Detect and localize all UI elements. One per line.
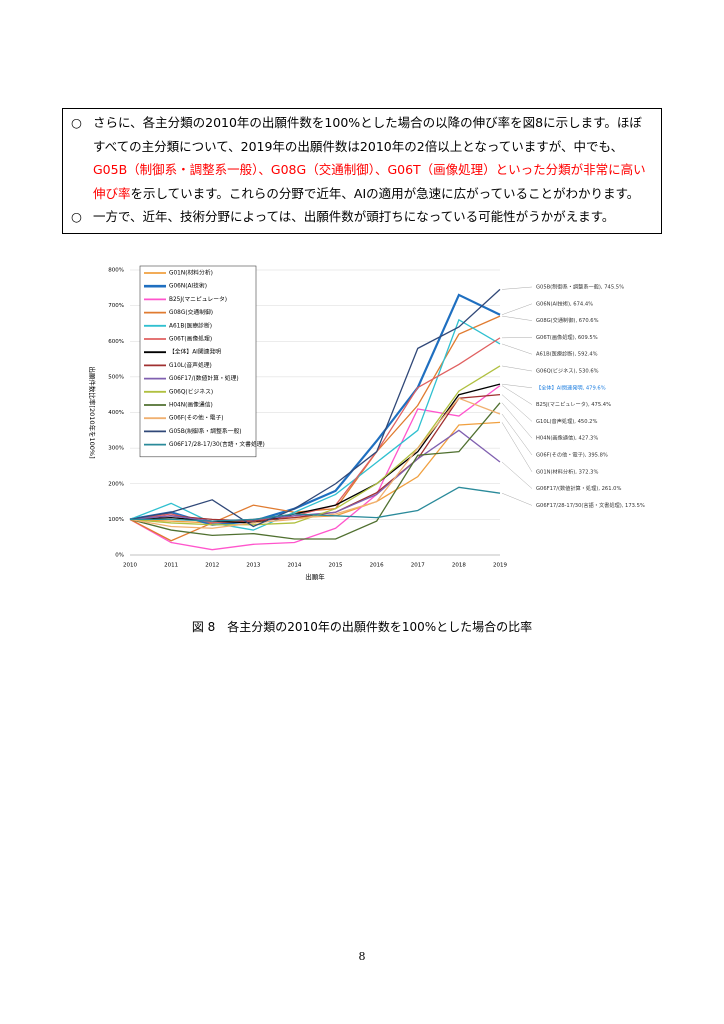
y-tick-label: 400% xyxy=(108,410,124,416)
text-segment: さらに、各主分類の2010年の出願件数を100%とした場合の以降の伸び率を図8に… xyxy=(93,115,642,154)
y-axis-title: 出願件数比率[2010年を100%] xyxy=(88,366,97,458)
end-label: G06F(その他・電子), 395.8% xyxy=(536,451,608,459)
leader-line xyxy=(501,461,533,489)
series-line xyxy=(129,397,501,529)
end-label: G10L(音声処理), 450.2% xyxy=(536,417,597,425)
y-tick-label: 200% xyxy=(108,481,124,487)
legend-label: G01N(材料分析) xyxy=(169,269,213,277)
end-label: G05B(制御系・調整系一般), 745.5% xyxy=(536,283,624,291)
caption: 図 8 各主分類の2010年の出願件数を100%とした場合の比率 xyxy=(191,620,533,634)
leader-line xyxy=(501,365,533,372)
y-tick-label: 800% xyxy=(108,268,124,274)
x-axis-title: 出願年 xyxy=(305,572,325,581)
leader-line xyxy=(501,394,533,422)
paragraph: 一方で、近年、技術分野によっては、出願件数が頭打ちになっている可能性がうかがえま… xyxy=(93,205,614,229)
y-tick-label: 0% xyxy=(115,553,124,559)
chart: 0% 100% 200% 300% 400% 500% 600% 700% 800% 2010 20… xyxy=(88,265,645,581)
x-tick-label: 2015 xyxy=(329,563,343,569)
leader-line xyxy=(501,343,533,355)
y-tick-label: 600% xyxy=(108,339,124,345)
y-tick-label: 700% xyxy=(108,303,124,309)
legend-label: B25J(マニピュレータ) xyxy=(169,295,227,303)
end-label: G08G(交通制御), 670.6% xyxy=(536,316,599,324)
text-box: ○ さらに、各主分類の2010年の出願件数を100%とした場合の以降の伸び率を図8… xyxy=(62,108,662,234)
leader-line xyxy=(501,286,533,290)
bullet-item: ○ さらに、各主分類の2010年の出願件数を100%とした場合の以降の伸び率を図8… xyxy=(71,111,653,205)
series-line xyxy=(129,385,501,551)
series-line xyxy=(129,429,501,522)
leader-line xyxy=(501,315,533,321)
legend-label: G10L(音声処理) xyxy=(169,361,212,369)
end-label: G06N(AI技術), 674.4% xyxy=(536,299,593,307)
legend-label: G05B(制御系・調整系一般) xyxy=(169,427,242,435)
leader-line xyxy=(501,492,533,506)
end-label: G06F17/28-17/30(言語・文書処理), 173.5% xyxy=(536,501,645,509)
legend-label: G06F17/28-17/30(言語・文書処理) xyxy=(169,440,265,448)
series-line xyxy=(129,288,501,528)
x-tick-label: 2017 xyxy=(411,563,425,569)
y-tick-label: 500% xyxy=(108,374,124,380)
legend-label: G06F17/(数値計算・処理) xyxy=(169,374,239,382)
bullet: ○ xyxy=(71,115,82,130)
legend-label: H04N(画像通信) xyxy=(169,401,213,409)
leader-line xyxy=(501,422,533,472)
leader-line xyxy=(501,402,533,439)
end-label: H04N(画像通信), 427.3% xyxy=(536,434,598,442)
x-tick-label: 2010 xyxy=(123,563,137,569)
y-tick-label: 100% xyxy=(108,517,124,523)
legend-label: G06T(画像処理) xyxy=(169,335,212,343)
legend-label: A61B(医療診断) xyxy=(169,321,212,329)
legend-label: G06F(その他・電子) xyxy=(169,414,224,422)
leader-line xyxy=(501,383,533,389)
end-label: G01N(材料分析), 372.3% xyxy=(536,467,598,475)
x-tick-label: 2011 xyxy=(164,563,178,569)
end-label: A61B(医療診断), 592.4% xyxy=(536,350,598,358)
leader-line xyxy=(501,303,533,315)
legend-box xyxy=(139,265,257,458)
end-label: G06F17/(数値計算・処理), 261.0% xyxy=(536,484,621,492)
series-line xyxy=(130,486,501,522)
leader-line xyxy=(501,413,533,456)
series-line xyxy=(129,402,501,540)
x-tick-label: 2016 xyxy=(370,563,384,569)
y-tick-label: 300% xyxy=(108,446,124,452)
text-segment: を示しています。これらの分野で近年、AIの適用が急速に広がっていることがわかりま… xyxy=(130,185,640,201)
paragraph: さらに、各主分類の2010年の出願件数を100%とした場合の以降の伸び率を図8に… xyxy=(93,111,653,205)
x-tick-label: 2019 xyxy=(493,563,507,569)
x-tick-label: 2014 xyxy=(287,563,301,569)
x-tick-label: 2018 xyxy=(452,563,466,569)
end-label: G06Q(ビジネス), 530.6% xyxy=(536,367,599,375)
legend-label: G08G(交通制御) xyxy=(169,308,213,316)
text-segment: G05B（制御系・調整系一般）、G08G（交通制御）、G06T（画像処理）といっ… xyxy=(93,162,646,201)
series-line xyxy=(129,365,501,526)
legend-label: G06Q(ビジネス) xyxy=(169,387,213,395)
legend: G01N(材料分析) G06N(AI技術) B25J(マニピュレータ) G08G(交通… xyxy=(139,265,265,458)
end-label: 【全体】AI関連発明, 479.6% xyxy=(536,383,606,391)
x-tick-label: 2013 xyxy=(246,563,260,569)
end-label: G06T(画像処理), 609.5% xyxy=(536,333,598,341)
page-number: 8 xyxy=(358,950,366,963)
end-label: B25J(マニピュレータ), 475.4% xyxy=(536,400,611,408)
legend-label: G06N(AI技術) xyxy=(169,282,207,290)
x-tick-label: 2012 xyxy=(205,563,219,569)
leader-line xyxy=(501,385,533,405)
bullet-item: ○ 一方で、近年、技術分野によっては、出願件数が頭打ちになっている可能性がうかがえ… xyxy=(71,205,653,229)
bullet: ○ xyxy=(71,209,82,224)
text-segment: 一方で、近年、技術分野によっては、出願件数が頭打ちになっている可能性がうかがえま… xyxy=(93,209,615,224)
series-line xyxy=(129,318,501,531)
legend-label: 【全体】AI関連発明 xyxy=(169,348,221,356)
